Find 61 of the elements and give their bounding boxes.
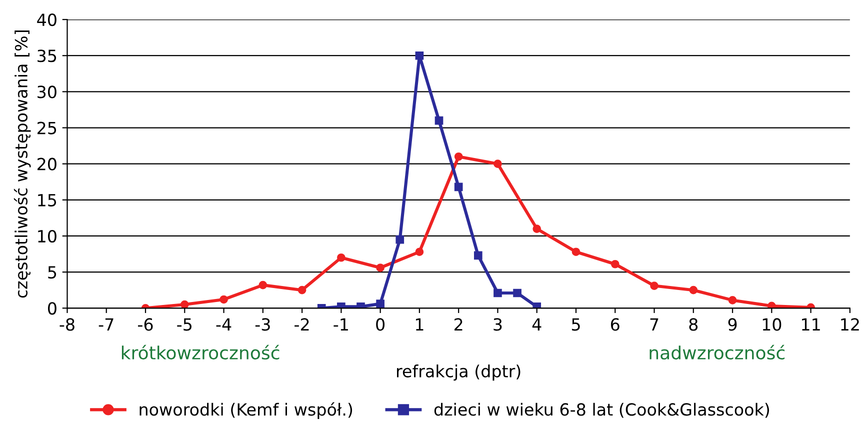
x-tick-label: 12 xyxy=(841,318,859,331)
point xyxy=(494,288,502,298)
x-tick-label: -8 xyxy=(60,318,74,331)
x-tick-label: 2 xyxy=(454,318,462,331)
point xyxy=(356,302,365,308)
point xyxy=(376,300,384,308)
x-tick-label: 1 xyxy=(416,318,424,331)
x-tick-label: -1 xyxy=(334,318,348,331)
point xyxy=(220,295,228,304)
x-tick-label: 9 xyxy=(728,318,737,331)
x-tick-label: -4 xyxy=(216,318,232,331)
x-tick-label: -6 xyxy=(138,318,153,331)
x-tick-label: 7 xyxy=(650,318,658,331)
point xyxy=(337,253,346,262)
point xyxy=(532,224,542,233)
y-tick-label: 5 xyxy=(48,266,56,279)
point xyxy=(258,280,268,290)
point xyxy=(298,286,306,294)
point xyxy=(610,260,620,268)
x-tick-label: -5 xyxy=(177,318,192,331)
point xyxy=(513,288,522,298)
point xyxy=(572,248,580,256)
y-tick-label: 15 xyxy=(38,194,56,206)
x-tick-label: 5 xyxy=(572,318,580,331)
y-tick-label: 20 xyxy=(38,158,56,170)
x-tick-label: 8 xyxy=(689,318,698,331)
point xyxy=(376,264,384,272)
x-tick-label: 11 xyxy=(802,318,820,331)
legend-label: noworodki (Kemf i współ.) xyxy=(140,402,352,419)
x-tick-label: 10 xyxy=(762,318,782,331)
y-tick-label: 30 xyxy=(38,86,56,98)
point xyxy=(474,251,482,260)
y-tick-label: 0 xyxy=(48,302,56,315)
text: nadwzroczność xyxy=(650,344,785,360)
point xyxy=(434,116,444,125)
x-tick-label: 0 xyxy=(376,318,385,331)
point xyxy=(415,248,424,256)
point xyxy=(767,302,776,308)
x-tick-label: -2 xyxy=(294,318,309,331)
y-tick-label: 35 xyxy=(38,50,56,62)
point xyxy=(454,182,463,192)
point xyxy=(180,300,189,308)
legend-label: dzieci w wieku 6-8 lat (Cook&Glasscook) xyxy=(434,402,769,418)
point xyxy=(396,235,404,244)
y-axis-title: częstotliwość występowania [%] xyxy=(14,30,31,298)
y-tick-label: 40 xyxy=(37,13,56,26)
x-tick-label: 6 xyxy=(610,318,620,331)
point xyxy=(415,51,424,60)
x-axis-title: refrakcja (dptr) xyxy=(397,364,520,381)
x-tick-label: -3 xyxy=(255,318,270,331)
point xyxy=(650,282,658,290)
x-tick-label: -7 xyxy=(98,318,114,331)
x-tick-label: 3 xyxy=(494,318,502,331)
point xyxy=(728,296,737,304)
y-tick-label: 25 xyxy=(38,122,56,134)
x-tick-label: 4 xyxy=(532,318,542,331)
y-tick-label: 10 xyxy=(38,230,56,243)
point xyxy=(454,152,463,161)
point xyxy=(494,160,502,168)
point xyxy=(689,286,698,294)
text: krótkowzroczność xyxy=(122,344,280,360)
